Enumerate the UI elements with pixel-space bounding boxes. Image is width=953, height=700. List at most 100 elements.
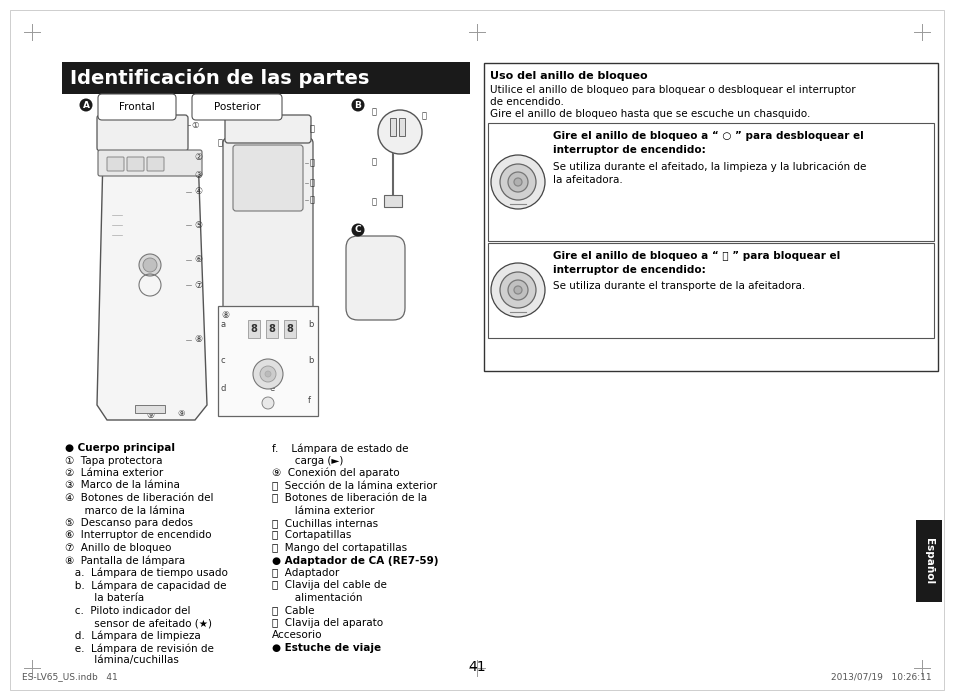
Text: ⑰  Clavija del cable de: ⑰ Clavija del cable de bbox=[272, 580, 387, 591]
Text: ⑱: ⑱ bbox=[372, 158, 376, 167]
Text: ⑱  Cable: ⑱ Cable bbox=[272, 606, 314, 615]
Text: Accesorio: Accesorio bbox=[272, 631, 322, 640]
Text: ⑭: ⑭ bbox=[310, 178, 314, 188]
Bar bbox=[62, 62, 470, 94]
Bar bbox=[483, 63, 937, 371]
Circle shape bbox=[265, 371, 271, 377]
Bar bbox=[218, 306, 317, 416]
Circle shape bbox=[377, 110, 421, 154]
Text: b: b bbox=[308, 356, 313, 365]
Text: c.  Piloto indicador del: c. Piloto indicador del bbox=[65, 606, 191, 615]
FancyBboxPatch shape bbox=[98, 94, 175, 120]
FancyBboxPatch shape bbox=[346, 236, 405, 320]
Text: ⑥  Interruptor de encendido: ⑥ Interruptor de encendido bbox=[65, 531, 212, 540]
Text: Español: Español bbox=[923, 538, 933, 584]
Text: a.  Lámpara de tiempo usado: a. Lámpara de tiempo usado bbox=[65, 568, 228, 578]
Text: A: A bbox=[82, 101, 90, 109]
Text: ⑬  Cuchillas internas: ⑬ Cuchillas internas bbox=[272, 518, 377, 528]
Text: ⑨  Conexión del aparato: ⑨ Conexión del aparato bbox=[272, 468, 399, 479]
Circle shape bbox=[351, 99, 364, 111]
Text: la batería: la batería bbox=[65, 593, 144, 603]
Bar bbox=[488, 123, 933, 241]
Text: 2013/07/19   10:26:11: 2013/07/19 10:26:11 bbox=[830, 672, 931, 681]
Bar bbox=[390, 118, 395, 136]
Text: Gire el anillo de bloqueo hasta que se escuche un chasquido.: Gire el anillo de bloqueo hasta que se e… bbox=[490, 109, 809, 119]
Text: Uso del anillo de bloqueo: Uso del anillo de bloqueo bbox=[490, 71, 647, 81]
Text: lámina/cuchillas: lámina/cuchillas bbox=[65, 655, 179, 666]
Text: b: b bbox=[308, 320, 313, 329]
Text: Gire el anillo de bloqueo a “ ○ ” para desbloquear el: Gire el anillo de bloqueo a “ ○ ” para d… bbox=[553, 131, 862, 141]
Text: ⑧  Pantalla de lámpara: ⑧ Pantalla de lámpara bbox=[65, 556, 185, 566]
FancyBboxPatch shape bbox=[97, 115, 188, 151]
Bar bbox=[384, 195, 401, 207]
Text: B: B bbox=[355, 101, 361, 109]
Circle shape bbox=[514, 286, 521, 294]
Text: alimentación: alimentación bbox=[272, 593, 362, 603]
Bar bbox=[266, 320, 277, 338]
Text: de encendido.: de encendido. bbox=[490, 97, 563, 107]
Bar bbox=[915, 520, 941, 602]
Text: a: a bbox=[221, 320, 226, 329]
Text: la afeitadora.: la afeitadora. bbox=[553, 175, 622, 185]
Text: Se utiliza durante el transporte de la afeitadora.: Se utiliza durante el transporte de la a… bbox=[553, 281, 804, 291]
Text: ⑨: ⑨ bbox=[146, 410, 153, 419]
Text: interruptor de encendido:: interruptor de encendido: bbox=[553, 145, 705, 155]
Text: ES-LV65_US.indb   41: ES-LV65_US.indb 41 bbox=[22, 672, 117, 681]
Text: Utilice el anillo de bloqueo para bloquear o desbloquear el interruptor: Utilice el anillo de bloqueo para bloque… bbox=[490, 85, 855, 95]
Text: ⑤  Descanso para dedos: ⑤ Descanso para dedos bbox=[65, 518, 193, 528]
FancyBboxPatch shape bbox=[192, 94, 282, 120]
FancyBboxPatch shape bbox=[147, 157, 164, 171]
FancyBboxPatch shape bbox=[98, 150, 202, 176]
Text: Posterior: Posterior bbox=[213, 102, 260, 112]
Circle shape bbox=[491, 263, 544, 317]
Polygon shape bbox=[97, 155, 207, 420]
Text: ⑮: ⑮ bbox=[310, 195, 314, 204]
Text: lámina exterior: lámina exterior bbox=[272, 505, 375, 515]
Text: ⑧: ⑧ bbox=[193, 335, 202, 344]
Text: 41: 41 bbox=[468, 660, 485, 674]
FancyBboxPatch shape bbox=[127, 157, 144, 171]
Text: ⑲  Clavija del aparato: ⑲ Clavija del aparato bbox=[272, 618, 383, 628]
Text: 8: 8 bbox=[269, 324, 275, 334]
Circle shape bbox=[499, 272, 536, 308]
FancyBboxPatch shape bbox=[225, 115, 311, 143]
Text: ⑦: ⑦ bbox=[193, 281, 202, 290]
Text: ⑨: ⑨ bbox=[177, 409, 184, 417]
Text: b.  Lámpara de capacidad de: b. Lámpara de capacidad de bbox=[65, 580, 226, 591]
Text: ④  Botones de liberación del: ④ Botones de liberación del bbox=[65, 493, 213, 503]
Text: c: c bbox=[221, 356, 226, 365]
Bar bbox=[398, 118, 405, 136]
Text: ⑫  Botones de liberación de la: ⑫ Botones de liberación de la bbox=[272, 493, 427, 503]
Text: 8: 8 bbox=[286, 324, 294, 334]
Circle shape bbox=[260, 366, 275, 382]
Circle shape bbox=[262, 397, 274, 409]
Text: e: e bbox=[270, 384, 275, 393]
Text: ⑯  Adaptador: ⑯ Adaptador bbox=[272, 568, 339, 578]
Text: ③  Marco de la lámina: ③ Marco de la lámina bbox=[65, 480, 180, 491]
Text: ①  Tapa protectora: ① Tapa protectora bbox=[65, 456, 162, 466]
Text: Se utiliza durante el afeitado, la limpieza y la lubricación de: Se utiliza durante el afeitado, la limpi… bbox=[553, 161, 865, 172]
Text: ②  Lámina exterior: ② Lámina exterior bbox=[65, 468, 163, 478]
Text: d: d bbox=[221, 384, 226, 393]
Circle shape bbox=[143, 258, 157, 272]
Text: f.    Lámpara de estado de: f. Lámpara de estado de bbox=[272, 443, 408, 454]
Text: ⑯: ⑯ bbox=[372, 108, 376, 116]
Text: ⑤: ⑤ bbox=[193, 220, 202, 230]
Text: ⑧: ⑧ bbox=[221, 311, 229, 320]
Text: ②: ② bbox=[193, 153, 202, 162]
Text: d.  Lámpara de limpieza: d. Lámpara de limpieza bbox=[65, 631, 200, 641]
Text: carga (►): carga (►) bbox=[272, 456, 343, 466]
Text: ③: ③ bbox=[193, 171, 202, 179]
Circle shape bbox=[507, 172, 527, 192]
Bar bbox=[248, 320, 260, 338]
Text: ⑪: ⑪ bbox=[310, 125, 314, 134]
Text: ⑪  Sección de la lámina exterior: ⑪ Sección de la lámina exterior bbox=[272, 480, 436, 491]
Text: 8: 8 bbox=[251, 324, 257, 334]
Text: ⑲: ⑲ bbox=[372, 197, 376, 206]
Circle shape bbox=[491, 155, 544, 209]
Text: ⑫: ⑫ bbox=[218, 139, 223, 148]
Circle shape bbox=[351, 223, 364, 237]
Text: ⑮  Mango del cortapatillas: ⑮ Mango del cortapatillas bbox=[272, 543, 407, 553]
Text: ● Adaptador de CA (RE7-59): ● Adaptador de CA (RE7-59) bbox=[272, 556, 438, 566]
Text: marco de la lámina: marco de la lámina bbox=[65, 505, 185, 515]
